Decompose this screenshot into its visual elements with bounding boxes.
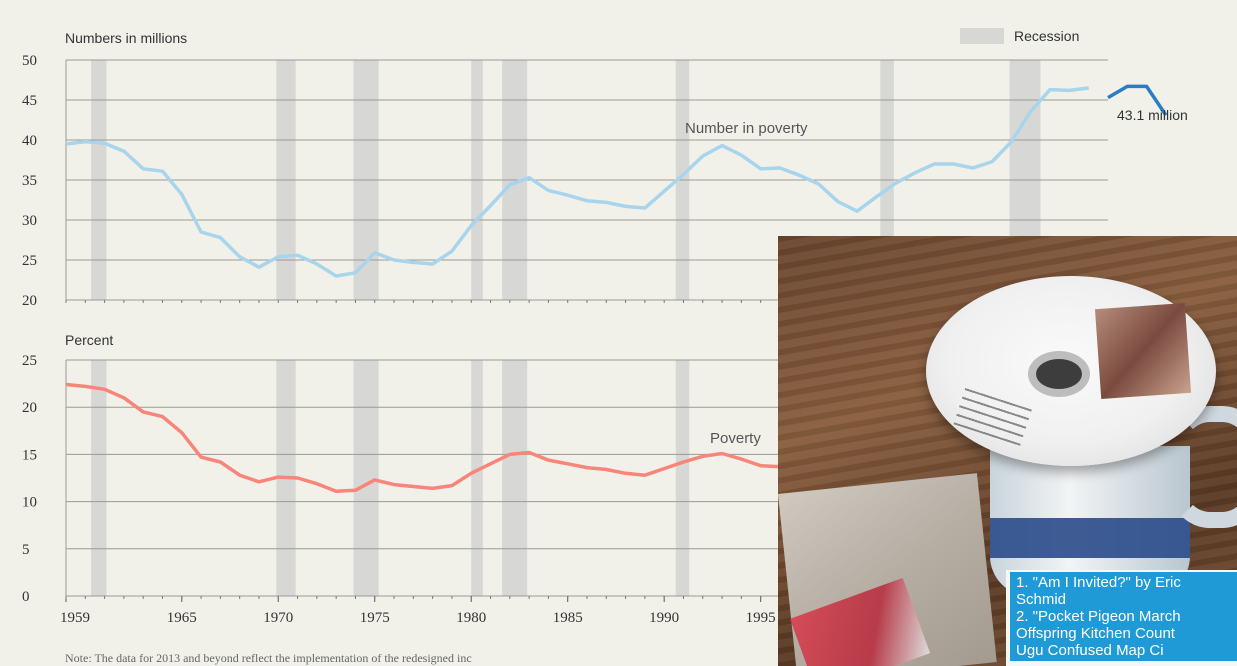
chart-note: Note: The data for 2013 and beyond refle… (65, 651, 472, 665)
y-tick-label-bottom: 5 (22, 542, 30, 558)
recession-bands-bottom (91, 360, 690, 596)
series-label-number: Number in poverty (685, 120, 808, 137)
y-tick-label-bottom: 15 (22, 447, 37, 463)
recession-band-bottom (91, 360, 107, 596)
x-tick-label: 1980 (456, 610, 486, 626)
y-tick-label-bottom: 25 (22, 353, 37, 369)
x-tick-label: 1995 (746, 610, 776, 626)
top-y-axis-title: Numbers in millions (65, 30, 187, 46)
x-tick-label: 1990 (649, 610, 679, 626)
recession-band-bottom (675, 360, 690, 596)
x-tick-label: 1975 (360, 610, 390, 626)
recession-band-bottom (353, 360, 379, 596)
tracklist-text: 1. "Am I Invited?" by Eric Schmid 2. "Po… (1010, 572, 1237, 661)
series-line-bottom-0 (65, 382, 800, 493)
y-tick-label-bottom: 0 (22, 589, 30, 605)
x-tick-label: 1965 (167, 610, 197, 626)
end-value-label: 43.1 million (1117, 107, 1188, 123)
lines-top (65, 84, 1168, 278)
y-tick-label-top: 50 (22, 53, 37, 69)
cd-center-hole (1028, 351, 1090, 397)
series-line-top-0 (65, 86, 1089, 278)
y-tick-label-top: 25 (22, 253, 37, 269)
recession-band-bottom (471, 360, 483, 596)
y-tick-label-bottom: 20 (22, 400, 37, 416)
cd-mug-photo: 1. "Am I Invited?" by Eric Schmid 2. "Po… (778, 236, 1237, 666)
series-line-top-1 (1107, 84, 1168, 117)
y-tick-label-top: 35 (22, 173, 37, 189)
y-tick-label-bottom: 10 (22, 495, 37, 511)
y-tick-label-top: 40 (22, 133, 37, 149)
series-label-rate: Poverty (710, 430, 761, 447)
lines-bottom (65, 382, 800, 493)
y-ticks-bottom: 0 5 10 15 20 25 (22, 353, 37, 605)
mug-band (990, 518, 1190, 558)
legend-recession-swatch (960, 28, 1004, 44)
y-tick-label-top: 20 (22, 293, 37, 309)
y-ticks-top: 20 25 30 35 40 45 50 (22, 53, 37, 309)
x-tick-label: 1959 (60, 610, 90, 626)
recession-band-bottom (502, 360, 528, 596)
x-tick-label: 1985 (553, 610, 583, 626)
cd-thumbnail-image (1094, 302, 1192, 400)
x-tick-label: 1970 (263, 610, 293, 626)
legend-recession-label: Recession (1014, 28, 1079, 44)
y-tick-label-top: 30 (22, 213, 37, 229)
y-tick-label-top: 45 (22, 93, 37, 109)
bottom-y-axis-title: Percent (65, 332, 113, 348)
